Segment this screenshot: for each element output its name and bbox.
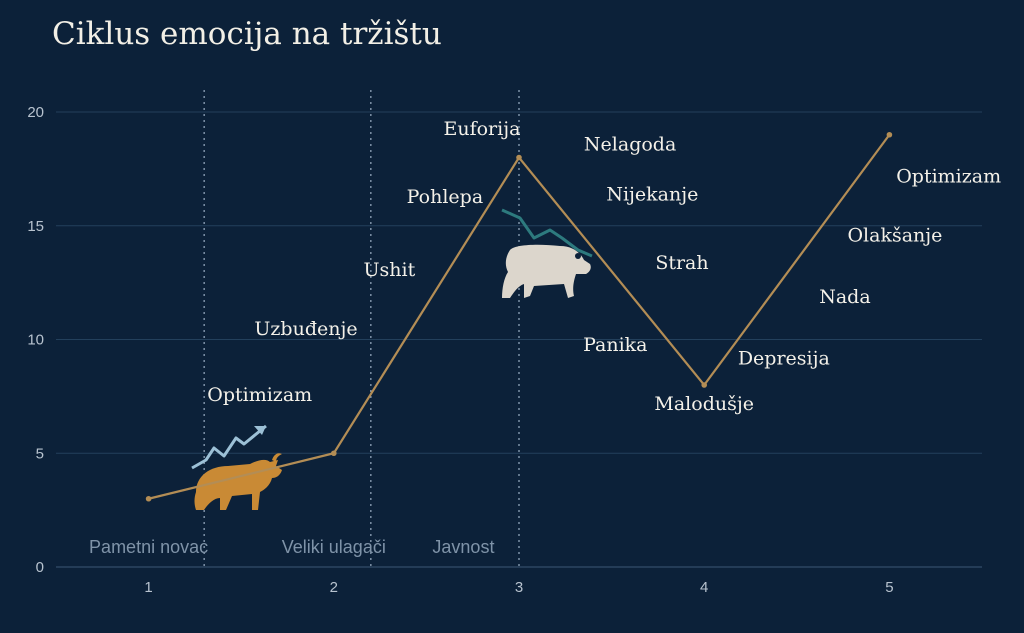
emotion-label: Uzbuđenje — [254, 318, 357, 340]
x-tick-label: 4 — [700, 579, 708, 596]
data-point — [701, 382, 707, 388]
x-tick-label: 3 — [515, 579, 523, 596]
x-axis-ticks: 1 2 3 4 5 — [144, 579, 893, 596]
y-tick-label: 20 — [27, 104, 44, 121]
emotion-labels: Optimizam Uzbuđenje Ushit Pohlepa Euforija Ne… — [207, 118, 1001, 415]
emotion-label: Panika — [583, 334, 647, 356]
phase-label: Veliki ulagači — [282, 537, 386, 557]
phase-labels: Pametni novac Veliki ulagači Javnost — [89, 537, 494, 557]
x-tick-label: 2 — [330, 579, 338, 596]
rising-arrow-icon — [191, 424, 267, 470]
emotion-label: Strah — [655, 252, 708, 274]
data-points — [145, 131, 893, 502]
emotion-label: Malodušje — [654, 393, 754, 415]
emotion-label: Nada — [819, 286, 870, 308]
y-tick-label: 5 — [36, 445, 44, 462]
x-tick-label: 5 — [885, 579, 893, 596]
y-tick-label: 10 — [27, 332, 44, 349]
x-tick-label: 1 — [144, 579, 152, 596]
data-point — [886, 131, 893, 138]
emotion-label: Nijekanje — [606, 184, 698, 206]
data-point — [145, 495, 152, 502]
y-axis-ticks: 0 5 10 15 20 — [27, 104, 44, 576]
rising-arrow-head — [254, 426, 266, 435]
y-tick-label: 0 — [36, 559, 44, 576]
data-point — [516, 154, 522, 161]
emotion-label: Pohlepa — [407, 186, 484, 208]
phase-label: Pametni novac — [89, 537, 208, 557]
phase-dividers — [203, 90, 520, 568]
data-point — [331, 450, 337, 457]
emotion-label: Euforija — [443, 118, 520, 140]
emotion-label: Ushit — [364, 259, 416, 281]
phase-label: Javnost — [432, 537, 494, 557]
falling-arrow-icon — [501, 208, 593, 258]
emotion-label: Optimizam — [896, 166, 1001, 188]
emotion-label: Optimizam — [207, 384, 312, 406]
bull-icon — [191, 424, 282, 510]
emotion-label: Depresija — [738, 348, 830, 370]
emotion-label: Nelagoda — [584, 134, 676, 156]
bear-icon — [501, 208, 593, 298]
y-tick-label: 15 — [27, 218, 44, 235]
emotion-label: Olakšanje — [847, 225, 942, 247]
chart-title: Ciklus emocija na tržištu — [52, 16, 442, 52]
